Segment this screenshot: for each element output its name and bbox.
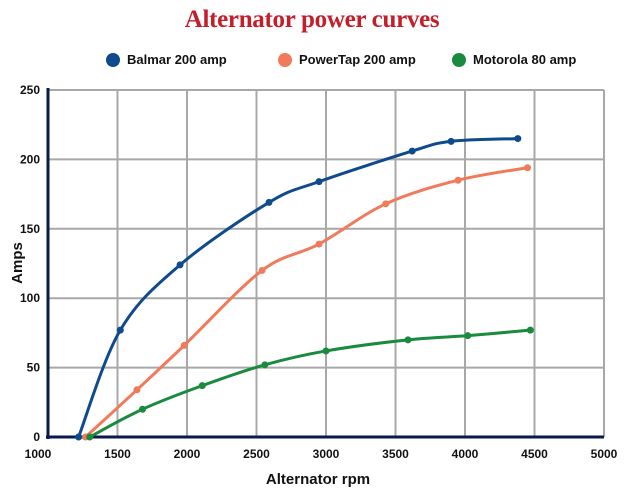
series-line-2	[89, 328, 531, 439]
y-tick-label: 150	[20, 222, 40, 236]
y-tick-label: 200	[20, 152, 40, 166]
legend-marker-icon	[278, 52, 292, 67]
data-point	[514, 135, 522, 143]
data-point	[322, 347, 330, 355]
y-tick-label: 50	[27, 361, 41, 375]
data-point	[382, 200, 390, 208]
data-point	[454, 176, 462, 184]
legend-item-motorola: Motorola 80 amp	[452, 52, 576, 67]
data-point	[139, 405, 147, 413]
x-tick-label: 3000	[313, 447, 340, 461]
x-tick-label: 4000	[452, 447, 479, 461]
data-point	[408, 147, 416, 155]
data-point	[526, 326, 534, 334]
y-tick-label: 0	[33, 430, 40, 444]
chart-title: Alternator power curves	[184, 6, 440, 33]
legend-label: Motorola 80 amp	[473, 52, 577, 67]
x-tick-label: 5000	[591, 447, 618, 461]
data-point	[86, 433, 94, 441]
data-point	[176, 261, 184, 269]
x-axis-label: Alternator rpm	[266, 471, 370, 488]
x-tick-label: 1000	[25, 447, 52, 461]
legend-item-powertap: PowerTap 200 amp	[278, 52, 416, 67]
data-point	[258, 266, 266, 274]
x-tick-label: 2000	[174, 447, 201, 461]
y-axis-label: Amps	[9, 242, 26, 284]
x-tick-label: 1500	[104, 447, 131, 461]
x-tick-label: 3500	[382, 447, 409, 461]
legend-item-balmar: Balmar 200 amp	[106, 52, 227, 67]
data-point	[133, 386, 141, 394]
x-tick-label: 2500	[243, 447, 270, 461]
data-point	[524, 164, 532, 172]
data-point	[447, 137, 455, 145]
y-tick-label: 250	[20, 83, 40, 97]
x-tick-label: 4500	[521, 447, 548, 461]
data-point	[116, 326, 124, 334]
legend-label: PowerTap 200 amp	[299, 52, 416, 67]
data-point	[75, 433, 83, 441]
data-point	[180, 341, 188, 349]
data-point	[315, 178, 323, 186]
series-line-1	[84, 166, 528, 439]
legend-marker-icon	[106, 52, 120, 67]
legend-marker-icon	[452, 52, 466, 67]
legend-label: Balmar 200 amp	[127, 52, 227, 67]
data-point	[261, 361, 269, 369]
data-point	[265, 198, 273, 206]
data-point	[198, 382, 206, 390]
data-point	[404, 336, 412, 344]
data-point	[315, 240, 323, 248]
data-point	[464, 332, 472, 340]
y-tick-label: 100	[20, 291, 40, 305]
